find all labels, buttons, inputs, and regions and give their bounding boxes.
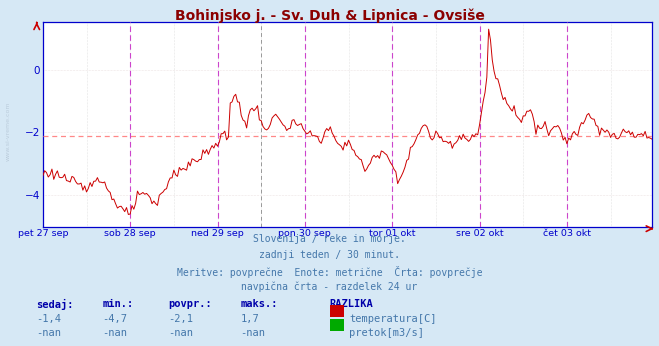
Text: sedaj:: sedaj: [36, 299, 74, 310]
Text: povpr.:: povpr.: [168, 299, 212, 309]
Text: RAZLIKA: RAZLIKA [330, 299, 373, 309]
Text: 1,7: 1,7 [241, 314, 259, 324]
Text: maks.:: maks.: [241, 299, 278, 309]
Text: -nan: -nan [102, 328, 127, 338]
Text: min.:: min.: [102, 299, 133, 309]
Text: -nan: -nan [168, 328, 193, 338]
Text: -nan: -nan [36, 328, 61, 338]
Text: www.si-vreme.com: www.si-vreme.com [5, 102, 11, 161]
Text: navpična črta - razdelek 24 ur: navpična črta - razdelek 24 ur [241, 281, 418, 292]
Text: -nan: -nan [241, 328, 266, 338]
Text: zadnji teden / 30 minut.: zadnji teden / 30 minut. [259, 250, 400, 260]
Text: -4,7: -4,7 [102, 314, 127, 324]
Text: Slovenija / reke in morje.: Slovenija / reke in morje. [253, 234, 406, 244]
Text: temperatura[C]: temperatura[C] [349, 314, 437, 324]
Text: Bohinjsko j. - Sv. Duh & Lipnica - Ovsiše: Bohinjsko j. - Sv. Duh & Lipnica - Ovsiš… [175, 9, 484, 23]
Text: Meritve: povprečne  Enote: metrične  Črta: povprečje: Meritve: povprečne Enote: metrične Črta:… [177, 266, 482, 278]
Text: pretok[m3/s]: pretok[m3/s] [349, 328, 424, 338]
Text: -2,1: -2,1 [168, 314, 193, 324]
Text: -1,4: -1,4 [36, 314, 61, 324]
